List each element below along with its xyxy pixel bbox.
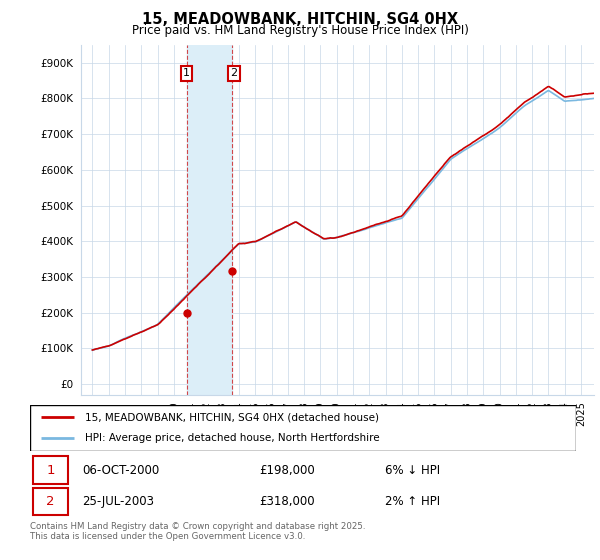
FancyBboxPatch shape — [33, 488, 68, 515]
FancyBboxPatch shape — [33, 456, 68, 484]
Text: 1: 1 — [46, 464, 55, 477]
Text: 15, MEADOWBANK, HITCHIN, SG4 0HX: 15, MEADOWBANK, HITCHIN, SG4 0HX — [142, 12, 458, 27]
Text: 2: 2 — [230, 68, 238, 78]
Bar — [187, 45, 232, 395]
Text: £198,000: £198,000 — [259, 464, 315, 477]
Text: Contains HM Land Registry data © Crown copyright and database right 2025.
This d: Contains HM Land Registry data © Crown c… — [30, 522, 365, 542]
Text: 2% ↑ HPI: 2% ↑ HPI — [385, 495, 440, 508]
FancyBboxPatch shape — [30, 405, 576, 451]
Text: HPI: Average price, detached house, North Hertfordshire: HPI: Average price, detached house, Nort… — [85, 433, 379, 444]
Text: 6% ↓ HPI: 6% ↓ HPI — [385, 464, 440, 477]
Text: £318,000: £318,000 — [259, 495, 315, 508]
Text: 2: 2 — [46, 495, 55, 508]
Text: 25-JUL-2003: 25-JUL-2003 — [82, 495, 154, 508]
Text: 15, MEADOWBANK, HITCHIN, SG4 0HX (detached house): 15, MEADOWBANK, HITCHIN, SG4 0HX (detach… — [85, 412, 379, 422]
Text: 1: 1 — [183, 68, 190, 78]
Text: 06-OCT-2000: 06-OCT-2000 — [82, 464, 159, 477]
Text: Price paid vs. HM Land Registry's House Price Index (HPI): Price paid vs. HM Land Registry's House … — [131, 24, 469, 36]
